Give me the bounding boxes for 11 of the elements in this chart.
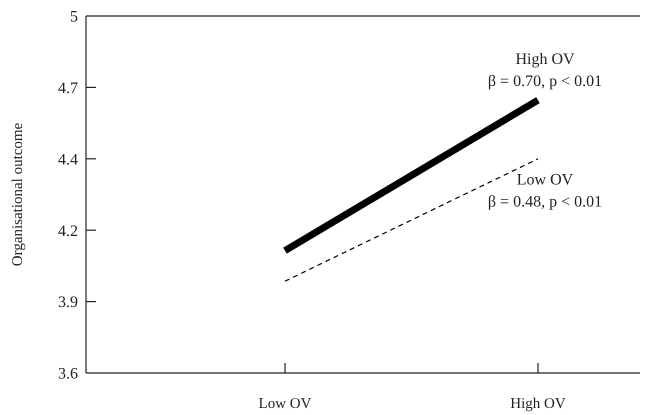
text: High OV <box>515 50 575 68</box>
series-label: Low OV <box>516 171 574 188</box>
y-tick-label: 3.9 <box>58 294 78 312</box>
y-tick-label: 4.4 <box>58 151 78 168</box>
annotation: β = 0.48, p < 0.01 <box>488 193 602 210</box>
y-tick-label: 3.6 <box>58 366 78 383</box>
y-tick-label: 4.2 <box>58 222 78 240</box>
y-tick-label: 4.7 <box>58 80 78 97</box>
annotation: β = 0.70, p < 0.01 <box>488 72 602 90</box>
y-tick-label: 5 <box>70 8 78 26</box>
y-axis-title: Organisational outcome <box>10 122 26 266</box>
